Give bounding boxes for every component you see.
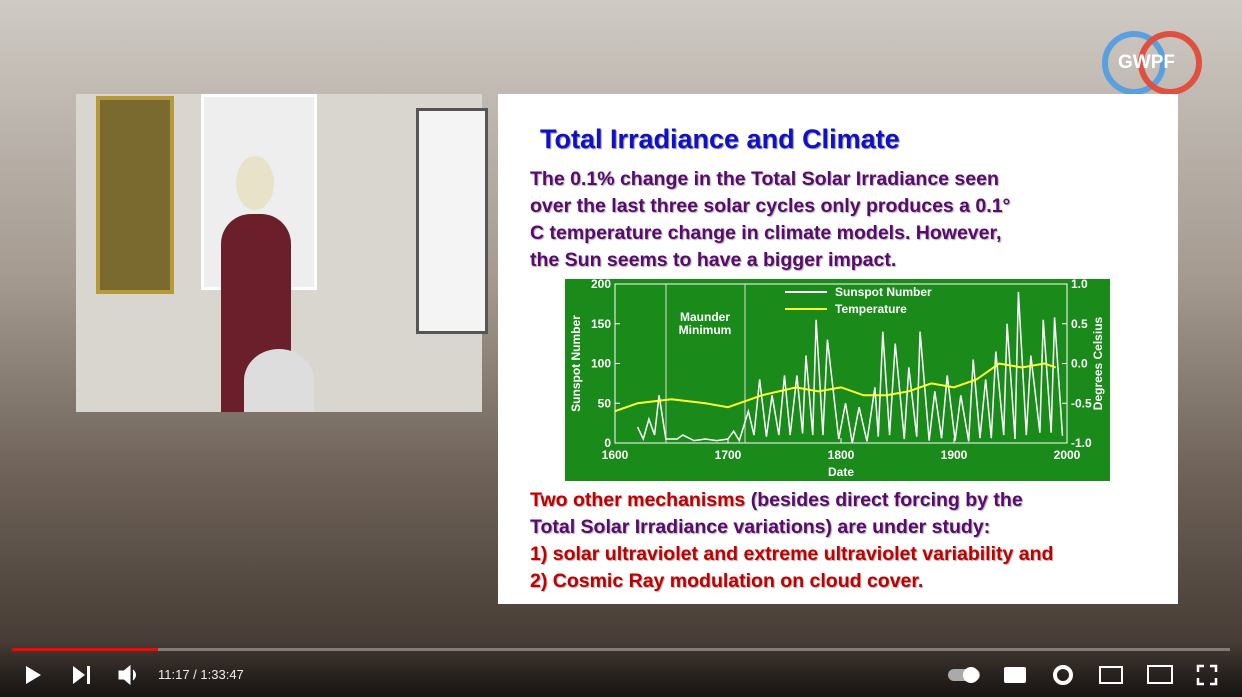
x-tick-label: 1800 [828,448,855,462]
y-tick-label: 200 [591,279,611,291]
audience-head [244,349,314,412]
annotation: Maunder [680,310,730,324]
y2-axis-label: Degrees Celsius [1091,316,1105,410]
x-tick-label: 1900 [941,448,968,462]
series-line [614,362,1057,413]
x-tick-label: 1600 [602,448,629,462]
y2-tick-label: 1.0 [1071,279,1088,291]
chart: 1600 1700 1800 1900 2000 0 50 100 150 200 -1.0 -0.5… [565,279,1110,481]
legend-label: Sunspot Number [835,285,932,299]
line: C temperature change in climate models. … [530,222,1002,244]
y-tick-label: 50 [598,396,612,410]
slide: Total Irradiance and Climate The 0.1% ch… [498,94,1178,604]
x-axis-label: Date [828,465,854,479]
highlight: Two other mechanisms [530,489,746,511]
line: 2) Cosmic Ray modulation on cloud cover. [530,570,924,592]
next-button[interactable] [73,666,90,684]
logo-text: GWPF [1118,52,1175,73]
toggle-knob [963,667,979,683]
volume-button[interactable] [118,664,136,686]
camera-view [76,94,488,412]
miniplayer-button[interactable] [1099,666,1123,684]
screen [416,108,488,334]
x-tick-label: 1700 [715,448,742,462]
channel-logo: GWPF [1098,30,1204,96]
text: (besides direct forcing by the [745,489,1023,511]
line: 1) solar ultraviolet and extreme ultravi… [530,543,1054,565]
y-tick-label: 0 [604,436,611,450]
y2-tick-label: 0.5 [1071,317,1088,331]
y-axis-label: Sunspot Number [569,315,583,412]
y2-tick-label: 0.0 [1071,357,1088,371]
annotation: Minimum [679,323,732,337]
y-tick-label: 100 [591,357,611,371]
time-display: 11:17 / 1:33:47 [158,667,244,682]
line: The 0.1% change in the Total Solar Irrad… [530,168,999,190]
line: Total Solar Irradiance variations) are u… [530,516,991,538]
settings-button[interactable] [1053,665,1073,685]
painting [96,96,174,294]
legend-label: Temperature [835,302,907,316]
y2-tick-label: -0.5 [1071,396,1092,410]
logo-rings [1102,31,1202,95]
controls: 11:17 / 1:33:47 [0,640,1242,697]
line: over the last three solar cycles only pr… [530,195,1011,217]
paragraph: The 0.1% change in the Total Solar Irrad… [530,166,1010,274]
fullscreen-button[interactable] [1196,664,1218,686]
progress-track[interactable] [12,648,1230,651]
progress-played [12,648,158,651]
captions-button[interactable] [1004,667,1026,683]
speaker-head [236,156,274,210]
play-button[interactable] [26,666,41,684]
theater-button[interactable] [1147,665,1173,684]
slide-title: Total Irradiance and Climate [540,124,900,154]
line: Two other mechanisms (besides direct for… [530,487,1053,514]
line: the Sun seems to have a bigger impact. [530,249,897,271]
control-icons [26,664,1218,686]
y-tick-label: 150 [591,317,611,331]
paragraph: Two other mechanisms (besides direct for… [530,487,1053,595]
y2-tick-label: -1.0 [1071,436,1092,450]
x-tick-label: 2000 [1054,448,1081,462]
